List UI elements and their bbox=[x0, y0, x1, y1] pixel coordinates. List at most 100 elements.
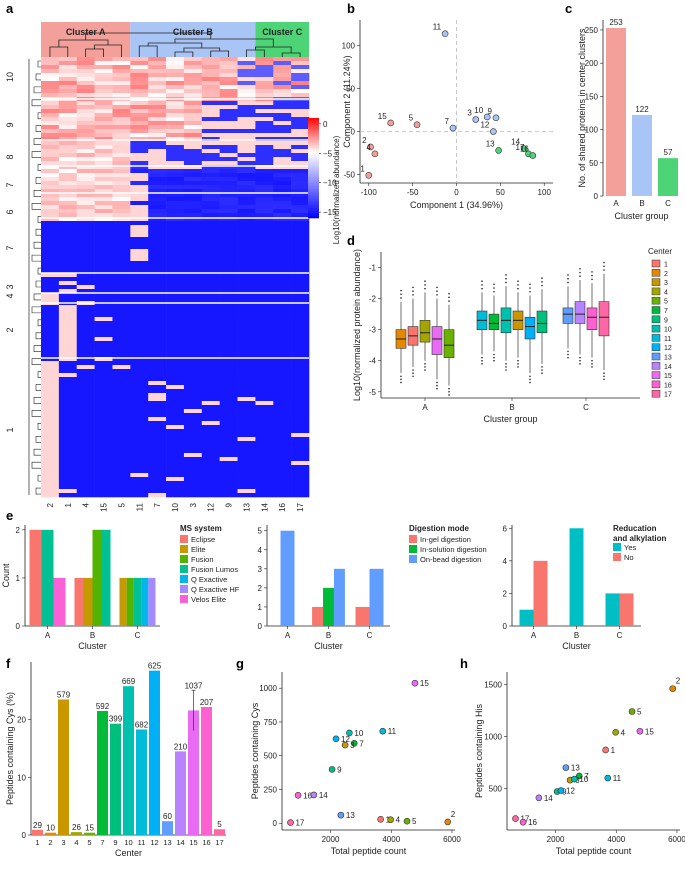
heatmap-cell bbox=[237, 461, 256, 466]
heatmap-cell bbox=[76, 185, 95, 190]
heatmap-cell bbox=[273, 381, 292, 386]
heatmap-cell bbox=[201, 73, 220, 78]
heatmap-cell bbox=[41, 277, 60, 282]
heatmap-cell bbox=[58, 201, 78, 206]
heatmap-cell bbox=[183, 233, 203, 238]
heatmap-cell bbox=[76, 377, 95, 382]
heatmap-cell bbox=[130, 65, 149, 70]
heatmap-cell bbox=[58, 165, 78, 170]
heatmap-cell bbox=[94, 249, 113, 254]
heatmap-cell bbox=[219, 125, 238, 130]
heatmap-cell bbox=[291, 285, 310, 290]
heatmap-cell bbox=[183, 105, 203, 110]
heatmap-cell bbox=[148, 237, 167, 242]
heatmap-cell bbox=[148, 261, 167, 266]
heatmap-cell bbox=[291, 149, 310, 154]
heatmap-cell bbox=[201, 57, 220, 62]
heatmap-cell bbox=[58, 141, 78, 146]
heatmap-cell bbox=[273, 469, 292, 474]
heatmap-cell bbox=[219, 245, 238, 250]
heatmap-cell bbox=[148, 185, 167, 190]
heatmap-cell bbox=[58, 241, 78, 246]
heatmap-cell bbox=[76, 177, 95, 182]
heatmap-cell bbox=[273, 325, 292, 330]
heatmap-cell bbox=[41, 361, 60, 366]
heatmap-cell bbox=[291, 465, 310, 470]
colorbar-segment bbox=[308, 209, 319, 211]
heatmap-cell bbox=[273, 417, 292, 422]
x-axis-title: Total peptide count bbox=[556, 846, 632, 856]
bar bbox=[569, 528, 584, 626]
heatmap-cell bbox=[166, 125, 185, 130]
heatmap-cell bbox=[112, 437, 131, 442]
x-tick-label: 11 bbox=[138, 838, 146, 847]
heatmap-cell bbox=[291, 453, 310, 458]
heatmap-cell bbox=[273, 305, 292, 310]
heatmap-cell bbox=[112, 401, 131, 406]
heatmap-cell bbox=[41, 469, 60, 474]
heatmap-cell bbox=[291, 221, 310, 226]
heatmap-cell bbox=[130, 457, 149, 462]
heatmap-cell bbox=[148, 405, 167, 410]
heatmap-cell bbox=[58, 469, 78, 474]
heatmap-cell bbox=[76, 77, 95, 82]
heatmap-cell bbox=[148, 337, 167, 342]
heatmap-cell bbox=[112, 173, 131, 178]
heatmap-cell bbox=[148, 493, 167, 498]
heatmap-cell bbox=[183, 441, 203, 446]
legend-label: 3 bbox=[664, 280, 668, 287]
heatmap-cell bbox=[130, 205, 149, 210]
heatmap-cell bbox=[237, 225, 256, 230]
colorbar-tick-label: 0 bbox=[323, 120, 328, 129]
heatmap-cell bbox=[255, 73, 274, 78]
row-dendrogram-branch bbox=[31, 410, 41, 417]
heatmap-cell bbox=[183, 341, 203, 346]
heatmap-cell bbox=[130, 453, 149, 458]
y-tick-label: -5 bbox=[369, 388, 377, 397]
heatmap-cell bbox=[58, 305, 78, 310]
heatmap-cell bbox=[201, 93, 220, 98]
heatmap-cell bbox=[255, 129, 274, 134]
heatmap-cell bbox=[255, 145, 274, 150]
heatmap-cell bbox=[201, 125, 220, 130]
heatmap-cell bbox=[291, 57, 310, 62]
heatmap-cell bbox=[255, 321, 274, 326]
heatmap-cell bbox=[41, 369, 60, 374]
heatmap-cell bbox=[166, 333, 185, 338]
cluster-header-label: Cluster C bbox=[262, 27, 303, 37]
colorbar-segment bbox=[308, 128, 319, 131]
pca-point bbox=[483, 113, 491, 121]
heatmap-cell bbox=[112, 393, 131, 398]
heatmap-cell bbox=[219, 141, 238, 146]
heatmap-cell bbox=[255, 341, 274, 346]
heatmap-cell bbox=[76, 413, 95, 418]
heatmap-cell bbox=[58, 217, 78, 222]
heatmap-cell bbox=[183, 245, 203, 250]
heatmap-cell bbox=[130, 73, 149, 78]
row-dendrogram-branch bbox=[33, 241, 41, 249]
heatmap-cell bbox=[166, 441, 185, 446]
pca-point-label: 13 bbox=[486, 139, 495, 148]
heatmap-cell bbox=[273, 401, 292, 406]
colorbar-segment bbox=[308, 144, 319, 147]
scatter-point bbox=[403, 817, 411, 825]
heatmap-cell bbox=[219, 269, 238, 274]
heatmap-cell bbox=[94, 393, 113, 398]
heatmap-cell bbox=[112, 77, 131, 82]
box-outlier bbox=[603, 378, 605, 381]
heatmap-cell bbox=[148, 481, 167, 486]
heatmap-cell bbox=[237, 345, 256, 350]
heatmap-cell bbox=[237, 261, 256, 266]
heatmap-cell bbox=[255, 281, 274, 286]
heatmap-cell bbox=[183, 413, 203, 418]
box-outlier bbox=[436, 387, 438, 390]
heatmap-cell bbox=[166, 361, 185, 366]
heatmap-cell bbox=[148, 61, 167, 66]
heatmap-cell bbox=[255, 261, 274, 266]
heatmap-cell bbox=[58, 321, 78, 326]
heatmap-cell bbox=[112, 441, 131, 446]
bar-value-label: 592 bbox=[96, 702, 110, 711]
heatmap-cell bbox=[76, 473, 95, 478]
heatmap-cell bbox=[166, 113, 185, 118]
